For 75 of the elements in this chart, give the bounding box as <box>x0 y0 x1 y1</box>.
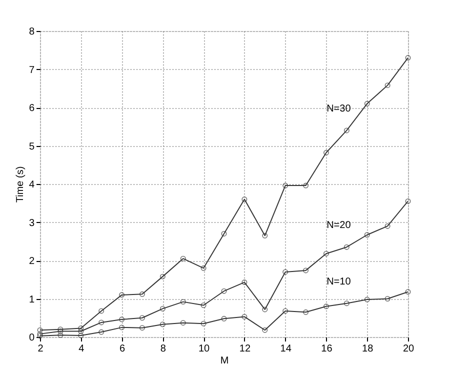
point <box>384 223 390 229</box>
point <box>282 182 288 188</box>
y-tick-label: 8 <box>28 26 35 38</box>
point <box>384 82 390 88</box>
series-label: N=10 <box>326 276 352 288</box>
point <box>139 325 145 331</box>
point <box>323 304 329 310</box>
point <box>119 324 125 330</box>
point <box>242 280 248 286</box>
point <box>364 296 370 302</box>
x-tick-label: 6 <box>119 344 126 354</box>
point <box>242 314 248 320</box>
point <box>344 300 350 306</box>
point <box>221 288 227 294</box>
x-tick-label: 18 <box>362 344 374 354</box>
point <box>98 308 104 314</box>
y-tick-label: 2 <box>28 256 35 267</box>
x-tick-label: 10 <box>198 344 210 354</box>
point <box>98 329 104 335</box>
point <box>180 299 186 305</box>
point <box>262 327 268 333</box>
x-tick-label: 14 <box>280 344 292 354</box>
point <box>303 309 309 315</box>
point <box>364 232 370 238</box>
point <box>323 250 329 256</box>
y-axis-title: Time (s) <box>14 166 26 203</box>
y-tick-label: 0 <box>28 332 35 344</box>
point <box>58 326 64 332</box>
point <box>303 268 309 274</box>
point <box>200 265 206 271</box>
point <box>160 274 166 280</box>
point <box>282 269 288 275</box>
point <box>58 332 64 338</box>
point <box>242 196 248 202</box>
y-tick-label: 6 <box>28 103 35 114</box>
point <box>303 182 309 188</box>
point <box>384 296 390 302</box>
x-tick-label: 16 <box>321 344 333 354</box>
y-tick-label: 4 <box>28 180 35 190</box>
point <box>58 328 64 334</box>
point <box>160 322 166 328</box>
point <box>139 315 145 321</box>
point <box>323 150 329 156</box>
point <box>282 308 288 314</box>
x-tick-label: 4 <box>78 344 85 354</box>
point <box>78 328 84 334</box>
point <box>119 316 125 322</box>
point <box>262 306 268 312</box>
point <box>98 320 104 326</box>
y-tick-label: 3 <box>28 218 35 229</box>
series-label: N=20 <box>326 220 352 232</box>
x-tick-label: 8 <box>160 344 166 354</box>
point <box>160 306 166 312</box>
point <box>262 232 268 238</box>
point <box>78 325 84 331</box>
point <box>78 332 84 338</box>
point <box>221 230 227 236</box>
point <box>119 292 125 298</box>
series-label: N=30 <box>326 103 352 114</box>
y-tick-label: 5 <box>28 141 35 152</box>
point <box>344 244 350 250</box>
point <box>344 128 350 134</box>
point <box>180 256 186 262</box>
x-tick-label: 20 <box>402 344 414 354</box>
point <box>200 320 206 326</box>
point <box>180 320 186 326</box>
x-tick-label: 2 <box>38 344 44 354</box>
point <box>139 291 145 297</box>
point <box>221 316 227 322</box>
x-tick-label: 12 <box>239 344 251 354</box>
point <box>364 100 370 106</box>
y-tick-label: 7 <box>28 64 35 76</box>
y-tick-label: 1 <box>28 294 35 306</box>
point <box>200 302 206 308</box>
x-axis-title: M <box>220 356 229 366</box>
